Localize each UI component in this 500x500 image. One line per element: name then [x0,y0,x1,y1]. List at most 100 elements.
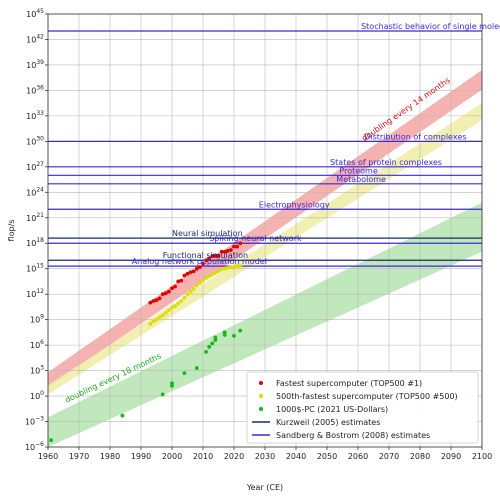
x-tick-label: 2070 [379,452,399,461]
point-series-2 [232,333,236,338]
y-tick-label: 1024 [26,186,44,197]
y-tick-label: 1027 [26,161,44,172]
point-series-1 [207,274,212,279]
point-series-1 [204,276,209,280]
point-series-0 [151,299,156,303]
level-label-9: Analog network population model [132,257,267,266]
point-series-0 [198,265,202,269]
legend-label: 1000$-PC (2021 US-Dollars) [276,405,388,414]
y-tick-label: 1021 [26,212,44,223]
point-series-1 [163,310,168,315]
y-tick-label: 1033 [26,110,44,121]
point-series-0 [170,286,174,291]
point-series-1 [160,313,165,318]
point-series-0 [219,249,224,254]
point-series-0 [188,270,193,275]
point-series-2 [194,366,199,370]
x-tick-label: 2060 [348,452,368,461]
level-label-5: Electrophysiology [259,200,330,209]
point-series-1 [182,295,187,300]
x-tick-label: 1980 [100,452,120,461]
point-series-1 [179,299,184,303]
x-tick-label: 2050 [317,452,337,461]
point-series-0 [210,254,215,258]
point-series-1 [154,317,159,322]
point-series-1 [210,272,215,277]
x-tick-label: 1970 [69,452,89,461]
point-series-1 [191,287,196,291]
point-series-0 [191,269,196,274]
point-series-2 [207,344,212,349]
point-series-1 [151,319,156,324]
level-label-2: States of protein complexes [330,158,442,167]
y-tick-label: 1045 [26,8,44,19]
point-series-1 [176,301,181,306]
y-axis-label: flop/s [7,220,16,242]
point-series-0 [222,249,227,254]
y-tick-label: 1042 [26,33,44,44]
legend-marker [259,407,263,411]
point-series-0 [207,256,212,261]
point-series-2 [238,328,243,333]
point-series-0 [232,244,236,249]
level-label-3: Proteome [339,166,377,175]
point-series-1 [194,283,199,288]
ticks-layer: 1960 1970 1980 1990 2000 2010 2020 2030 2040 2050… [25,8,492,461]
x-tick-label: 2010 [193,452,213,461]
level-label-1: Distribution of complexes [364,132,466,141]
point-series-1 [188,289,193,294]
point-series-1 [201,278,205,283]
y-tick-label: 1036 [26,84,44,95]
x-tick-label: 2100 [472,452,492,461]
legend-box [246,371,479,444]
point-series-2 [204,350,209,354]
point-series-1 [219,267,224,272]
point-series-1 [238,264,243,269]
point-series-0 [173,284,178,289]
level-label-4: Metabolome [336,175,386,184]
point-series-0 [194,266,199,271]
point-series-0 [154,298,159,303]
legend-label: Fastest supercomputer (TOP500 #1) [276,379,422,388]
point-series-0 [213,254,218,258]
level-label-8: Functional simulation [163,251,248,260]
legend: Fastest supercomputer (TOP500 #1) 500th-f… [246,371,479,444]
point-series-1 [167,308,171,313]
point-series-0 [225,248,230,253]
x-tick-label: 2000 [162,452,182,461]
legend-label: Kurzweil (2005) estimates [276,418,380,427]
legend-marker [259,394,263,398]
level-label-6: Neural simulation [172,229,243,238]
x-axis-label: Year (CE) [246,483,283,492]
point-series-0 [204,258,209,263]
y-tick-label: 10−6 [25,441,44,452]
point-series-0 [160,292,165,297]
point-series-1 [229,265,233,269]
point-series-2 [210,341,215,346]
y-tick-label: 1018 [26,237,44,248]
point-series-1 [198,281,202,286]
point-series-1 [222,266,227,271]
point-series-2 [213,335,218,340]
point-series-1 [170,305,174,310]
y-tick-label: 106 [30,339,44,350]
point-series-0 [229,248,233,252]
x-tick-label: 2040 [286,452,306,461]
x-tick-label: 2020 [224,452,244,461]
legend-label: 500th-fastest supercomputer (TOP500 #500… [276,392,458,401]
levels-layer [48,30,482,267]
point-series-0 [185,271,190,276]
point-series-2 [160,392,165,397]
y-tick-label: 1015 [26,263,44,274]
point-series-1 [232,265,236,269]
x-tick-label: 1990 [131,452,151,461]
y-tick-label: 103 [30,365,44,376]
y-tick-label: 1039 [26,59,44,70]
point-series-1 [225,265,230,270]
point-series-1 [173,304,178,308]
legend-marker [259,381,263,385]
y-tick-label: 1030 [26,135,44,146]
y-tick-label: 1012 [26,288,44,299]
x-tick-label: 1960 [38,452,58,461]
